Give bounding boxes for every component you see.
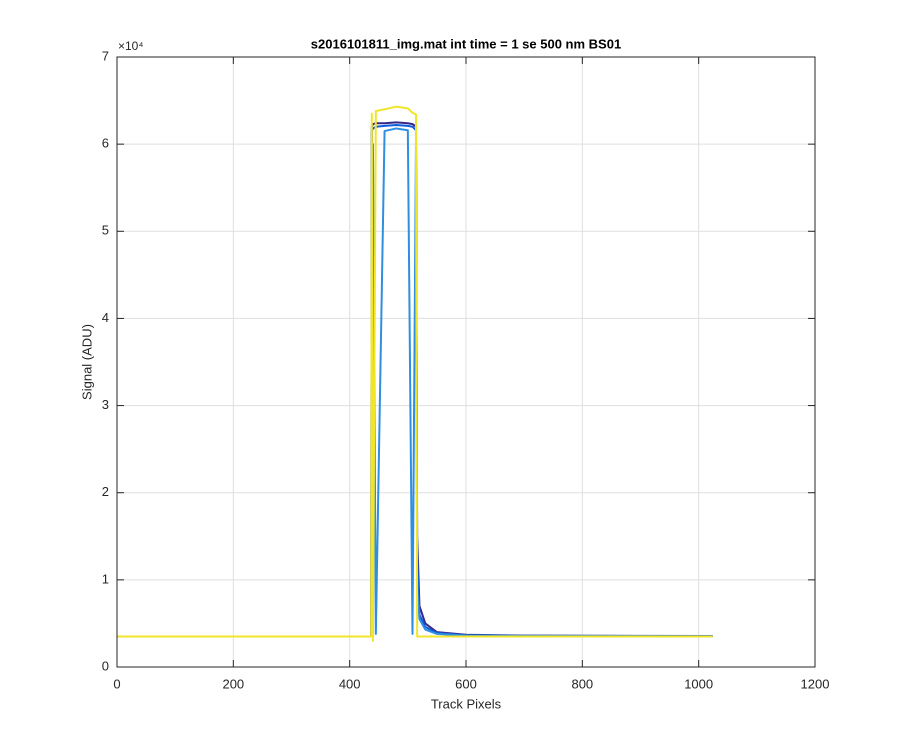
y-tick-label: 0 bbox=[102, 658, 109, 673]
x-tick-label: 0 bbox=[113, 676, 120, 691]
chart-title: s2016101811_img.mat int time = 1 se 500 … bbox=[311, 36, 621, 51]
data-line bbox=[117, 105, 713, 642]
plot-lines bbox=[117, 105, 713, 642]
y-tick-label: 7 bbox=[102, 48, 109, 63]
x-tick-label: 200 bbox=[222, 676, 244, 691]
x-axis-label: Track Pixels bbox=[431, 696, 502, 711]
y-tick-label: 6 bbox=[102, 136, 109, 151]
y-tick-label: 5 bbox=[102, 223, 109, 238]
y-tick-label: 1 bbox=[102, 571, 109, 586]
y-axis-label: Signal (ADU) bbox=[79, 324, 94, 400]
y-tick-label: 3 bbox=[102, 397, 109, 412]
x-tick-label: 600 bbox=[455, 676, 477, 691]
x-tick-label: 800 bbox=[571, 676, 593, 691]
y-tick-label: 2 bbox=[102, 484, 109, 499]
y-exponent: ×10⁴ bbox=[118, 39, 144, 53]
y-tick-label: 4 bbox=[102, 310, 109, 325]
x-tick-label: 1000 bbox=[684, 676, 713, 691]
x-tick-label: 400 bbox=[339, 676, 361, 691]
x-tick-label: 1200 bbox=[801, 676, 830, 691]
